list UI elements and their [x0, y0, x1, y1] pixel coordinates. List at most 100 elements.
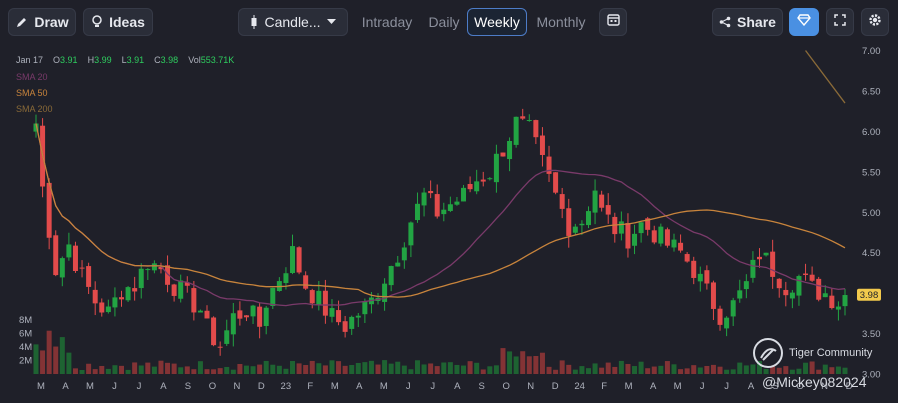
volume-bar: [237, 363, 243, 374]
volume-bar: [756, 360, 762, 374]
x-tick-label: F: [307, 381, 313, 392]
candle-body: [414, 203, 420, 221]
volume-bar: [171, 363, 177, 374]
draw-button[interactable]: Draw: [8, 8, 76, 36]
candle-body: [132, 288, 138, 292]
sma-50-line: [35, 123, 846, 298]
volume-bar: [40, 350, 46, 374]
price-chart[interactable]: 7.006.506.005.505.004.504.003.503.00MAMJ…: [0, 44, 898, 403]
sma-200-label[interactable]: SMA 200: [16, 104, 53, 114]
legend-open: O3.91: [53, 55, 78, 65]
candle-body: [165, 265, 171, 285]
share-button[interactable]: Share: [712, 8, 783, 36]
sma-200-line: [805, 50, 846, 104]
candle-body: [842, 295, 848, 307]
y-tick-label: 6.50: [862, 86, 881, 97]
candle-body: [559, 194, 565, 209]
volume-bar: [72, 368, 78, 374]
candle-body: [33, 123, 39, 132]
legend-volume: Vol553.71K: [188, 55, 235, 65]
volume-bar: [467, 361, 473, 374]
volume-bar: [217, 368, 223, 374]
fullscreen-icon: [834, 13, 846, 31]
chart-type-dropdown[interactable]: Candle...: [238, 8, 348, 36]
candle-body: [783, 289, 789, 296]
volume-bar: [750, 364, 756, 374]
x-tick-label: S: [185, 381, 191, 392]
volume-bar: [33, 344, 39, 374]
sma-50-label[interactable]: SMA 50: [16, 88, 48, 98]
candle-body: [743, 281, 749, 290]
tab-monthly[interactable]: Monthly: [536, 14, 586, 30]
volume-bar: [513, 356, 519, 374]
candle-body: [710, 282, 716, 309]
volume-bar: [822, 364, 828, 374]
volume-bar: [697, 367, 703, 374]
candle-body: [184, 282, 190, 286]
candle-body: [355, 315, 361, 318]
premium-button[interactable]: [789, 8, 819, 36]
candle-body: [250, 305, 256, 317]
volume-tick-label: 6M: [19, 329, 32, 340]
x-tick-label: D: [846, 381, 853, 392]
volume-bar: [585, 368, 591, 374]
volume-bar: [132, 362, 138, 374]
candle-body: [336, 310, 342, 323]
calendar-button[interactable]: [599, 8, 627, 36]
candle-body: [638, 222, 644, 234]
volume-bar: [368, 360, 374, 374]
candle-body: [421, 192, 427, 206]
x-tick-label: J: [724, 381, 729, 392]
candle-body: [217, 346, 223, 348]
candle-body: [349, 316, 355, 329]
tab-weekly[interactable]: Weekly: [467, 8, 527, 36]
volume-bar: [257, 364, 263, 374]
tab-intraday[interactable]: Intraday: [361, 14, 413, 30]
legend-high: H3.99: [87, 55, 112, 65]
volume-bar: [276, 365, 282, 374]
candle-body: [835, 306, 841, 310]
volume-bar: [178, 367, 184, 374]
candle-body: [461, 187, 467, 202]
volume-bar: [730, 369, 736, 374]
volume-bar: [224, 366, 230, 374]
volume-bar: [309, 360, 315, 374]
ideas-button[interactable]: Ideas: [83, 8, 153, 36]
volume-bar: [296, 363, 302, 374]
candle-body: [474, 181, 480, 192]
candle-body: [822, 293, 828, 298]
candle-body: [66, 244, 72, 258]
candle-body: [401, 247, 407, 261]
candle-body: [770, 251, 776, 277]
candle-body: [539, 135, 545, 155]
last-price-tag: [857, 288, 881, 301]
candle-body: [191, 288, 197, 313]
volume-bar: [625, 364, 631, 374]
candle-body: [625, 223, 631, 249]
x-tick-label: A: [356, 381, 363, 392]
x-tick-label: M: [674, 381, 682, 392]
sma-20-label[interactable]: SMA 20: [16, 72, 48, 82]
y-tick-label: 4.50: [862, 248, 881, 259]
volume-bar: [59, 337, 65, 374]
candle-body: [704, 270, 710, 284]
x-tick-label: N: [821, 381, 828, 392]
y-tick-label: 6.00: [862, 127, 881, 138]
candle-body: [724, 317, 730, 329]
fullscreen-button[interactable]: [826, 8, 854, 36]
x-tick-label: J: [430, 381, 435, 392]
x-tick-label: M: [37, 381, 45, 392]
volume-bar: [434, 366, 440, 374]
volume-bar: [526, 356, 532, 374]
candle-body: [296, 247, 302, 273]
volume-bar: [158, 360, 164, 374]
volume-bar: [336, 361, 342, 374]
candle-body: [178, 280, 184, 299]
candle-body: [257, 306, 263, 327]
candle-body: [605, 205, 611, 215]
tab-daily[interactable]: Daily: [428, 14, 460, 30]
settings-button[interactable]: [861, 8, 889, 36]
volume-bar: [270, 364, 276, 374]
x-tick-label: D: [552, 381, 559, 392]
volume-bar: [842, 367, 848, 374]
